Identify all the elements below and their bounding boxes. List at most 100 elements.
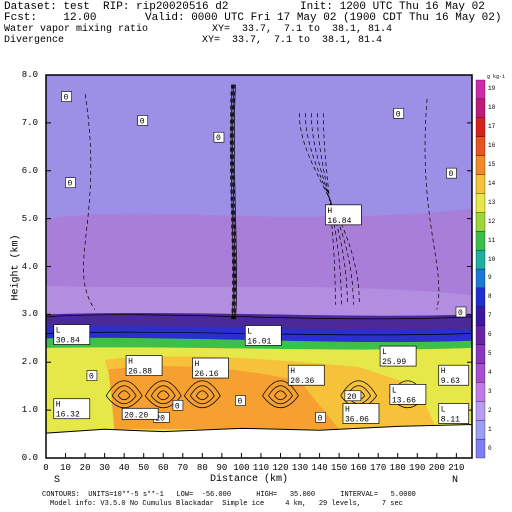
contour-label: 0 [67,180,72,189]
colorbar-swatch [475,401,486,421]
extremum-value: 26.88 [128,368,152,377]
x-tick-label: 130 [291,463,309,473]
contour-label-box [446,167,457,179]
x-tick-label: 100 [233,463,250,473]
extremum-value: 30.84 [56,337,80,346]
x-tick-label: 50 [138,463,150,473]
extremum-value: 26.16 [195,370,219,379]
extremum-value: 8.11 [441,416,460,425]
colorbar-swatch [475,363,486,383]
field2-xy: XY= 33.7, 7.1 to 38.1, 81.4 [202,35,383,46]
extremum-box [192,357,229,379]
x-tick-label: 40 [118,463,130,473]
colorbar-label: 2 [488,406,492,414]
y-tick-label: 4.0 [21,261,38,272]
init-time: Init: 1200 UTC Thu 16 May 02 [300,1,485,13]
x-tick-label: 70 [177,463,189,473]
colorbar-swatch [475,325,486,345]
extremum-box [287,364,325,386]
contour-label: 0 [449,170,454,179]
contour-label-box [344,390,362,402]
x-tick-label: 150 [331,463,348,473]
contour-label-box [61,91,72,102]
extremum-kind: H [290,367,295,376]
x-tick-label: 30 [99,463,111,473]
x-axis-label: Distance (km) [210,474,289,485]
contour-label: 0 [64,94,69,103]
x-tick-label: 90 [216,463,228,473]
extremum-value: 20.20 [124,411,148,420]
y-tick-label: 1.0 [21,405,38,416]
contour-label-box [213,131,225,143]
x-tick-label: 80 [196,463,208,473]
contour-label: 0 [458,309,463,318]
extremum-kind: H [56,401,61,410]
colorbar-swatch [475,287,486,307]
extremum-kind: H [345,406,350,415]
colorbar-swatch [475,382,486,402]
contour-label-box [393,108,405,119]
extremum-value: 16.32 [56,411,80,420]
contour-label-box [86,370,98,381]
colorbar-swatch [475,174,486,194]
extremum-kind: L [247,327,252,336]
extremum-box [379,345,417,367]
extremum-kind: H [195,360,200,369]
colorbar-swatch [475,98,486,118]
dataset-label: Dataset: test RIP: rip20020516 d2 [4,1,229,13]
x-tick-label: 0 [43,463,49,473]
x-tick-label: 60 [157,463,169,473]
colorbar-swatch [475,249,486,270]
colorbar-label: 15 [488,161,496,169]
colorbar-label: 13 [488,198,496,206]
colorbar-label: 7 [488,312,492,320]
colorbar-swatch [475,231,486,251]
extremum-box [342,403,380,424]
colorbar-swatch [475,155,486,175]
colorbar-swatch [475,306,486,326]
colorbar-swatch [475,117,486,137]
colorbar-swatch [475,420,486,440]
extremum-value: 25.99 [382,358,406,367]
colorbar-label: 18 [488,104,496,112]
field1-name: Water vapor mixing ratio [4,24,149,35]
colorbar-label: 5 [488,350,492,358]
y-axis-label: Height (km) [10,234,22,301]
contour-label: 0 [89,373,94,382]
colorbar-swatch [475,79,486,100]
extremum-kind: L [441,406,446,415]
colorbar-unit: g kg-1 [487,74,506,80]
x-tick-label: 10 [60,463,71,473]
divergence-contours [45,84,473,409]
field2-name: Divergence [4,35,65,46]
colorbar-label: 10 [488,255,496,263]
colorbar-label: 4 [488,368,492,376]
colorbar-label: 16 [488,142,496,150]
colorbar-swatch [475,212,486,232]
extremum-box [125,355,163,376]
x-tick-label: 120 [272,463,289,473]
contour-label-box [65,177,76,189]
contour-label-box [137,115,149,126]
x-axis-south: S [54,475,61,486]
y-tick-label: 3.0 [21,309,38,320]
contour-label: 0 [140,117,145,126]
extremum-value: 13.66 [392,396,416,405]
colorbar-label: 11 [488,236,496,244]
extremum-box [53,398,91,420]
extremum-value: 36.06 [345,416,369,425]
colorbar-swatch [475,268,486,289]
colorbar-label: 6 [488,331,492,339]
contour-label-box [172,400,184,411]
colorbar-label: 0 [488,444,492,452]
x-tick-label: 210 [448,463,465,473]
extremum-box [53,324,91,345]
extremum-box [438,403,470,424]
colorbar-label: 8 [488,293,492,301]
y-tick-label: 0.0 [21,453,38,463]
y-tick-label: 5.0 [21,213,38,224]
x-tick-label: 140 [311,463,328,473]
x-axis-north: N [452,475,459,486]
extremum-box [244,325,282,346]
